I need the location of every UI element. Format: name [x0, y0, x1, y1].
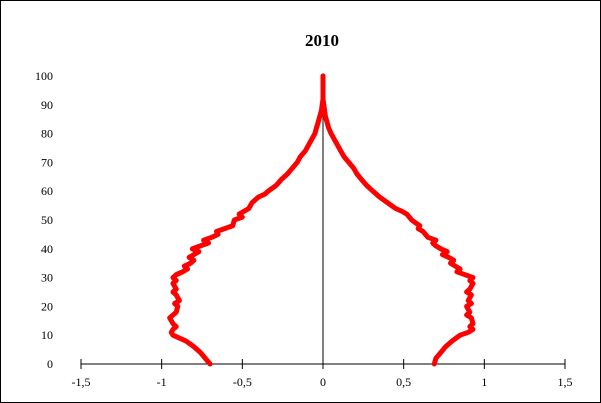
- x-tick-label: -0,5: [233, 375, 252, 389]
- y-tick-label: 100: [35, 69, 53, 83]
- y-tick-label: 30: [41, 271, 53, 285]
- y-tick-label: 70: [41, 155, 53, 169]
- series-line-1: [167, 73, 326, 367]
- x-tick-label: 1: [481, 375, 487, 389]
- x-tick-label: -1,5: [72, 375, 91, 389]
- y-tick-label: 10: [41, 328, 53, 342]
- axes: -1,5 -1 -0,5 0 0,5 1 1,5 0 10 20 30 40 50 60 70 80 90 100: [35, 69, 573, 389]
- y-tick-label: 80: [41, 127, 53, 141]
- chart-title: 2010: [305, 31, 339, 50]
- x-tick-label: 0: [320, 375, 326, 389]
- y-tick-label: 90: [41, 98, 53, 112]
- x-tick-label: 0,5: [396, 375, 411, 389]
- y-tick-label: 50: [41, 213, 53, 227]
- x-tick-label: -1: [157, 375, 167, 389]
- x-tick-label: 1,5: [558, 375, 573, 389]
- series-line-2: [320, 73, 476, 367]
- y-tick-label: 40: [41, 242, 53, 256]
- y-tick-label: 20: [41, 299, 53, 313]
- plot-area: [167, 73, 476, 367]
- y-tick-label: 0: [47, 357, 53, 371]
- y-tick-label: 60: [41, 184, 53, 198]
